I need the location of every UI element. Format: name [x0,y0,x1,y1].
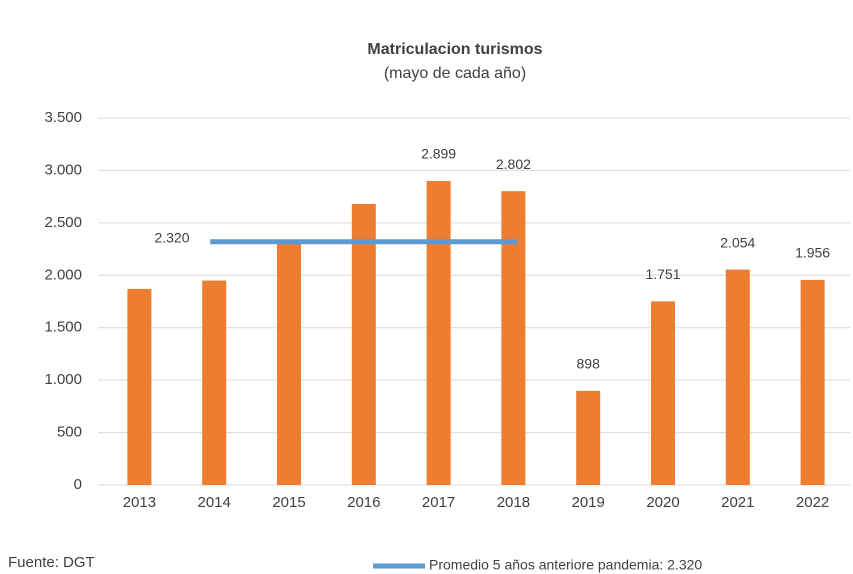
x-tick-label: 2019 [572,494,605,511]
x-tick-label: 2015 [272,494,305,511]
chart-subtitle: (mayo de cada año) [384,65,526,82]
bar [576,390,601,485]
bar [651,301,675,485]
data-label: 1.751 [645,266,680,282]
x-tick-label: 2013 [123,494,156,511]
data-label: 2.802 [496,156,531,172]
bar [127,288,152,485]
data-label: 1.956 [795,245,830,261]
y-tick-label: 1.500 [44,319,82,336]
y-tick-label: 2.500 [44,214,82,231]
x-tick-label: 2022 [796,494,829,511]
x-tick-label: 2016 [347,494,380,511]
data-label: 898 [577,356,601,372]
x-tick-label: 2020 [646,494,679,511]
y-tick-label: 3.000 [44,161,82,178]
average-label: 2.320 [154,229,189,245]
y-tick-label: 0 [74,476,82,493]
x-tick-label: 2018 [497,494,530,511]
y-tick-label: 500 [57,424,82,441]
bar [725,269,750,485]
data-label: 2.899 [421,146,456,162]
data-label: 2.054 [720,234,755,250]
x-tick-label: 2021 [721,494,754,511]
bar [426,181,451,485]
y-tick-label: 3.500 [44,109,82,126]
bar [277,241,301,485]
bar [202,280,227,485]
y-tick-label: 1.000 [44,371,82,388]
y-tick-label: 2.000 [44,266,82,283]
chart-title: Matriculacion turismos [367,41,542,58]
bar [501,191,526,485]
x-tick-label: 2017 [422,494,455,511]
bar [800,279,825,485]
x-tick-label: 2014 [198,494,231,511]
bar [351,203,376,486]
legend-label: Promedio 5 años anteriore pandemia: 2.32… [429,557,702,573]
source-note: Fuente: DGT [8,554,95,571]
